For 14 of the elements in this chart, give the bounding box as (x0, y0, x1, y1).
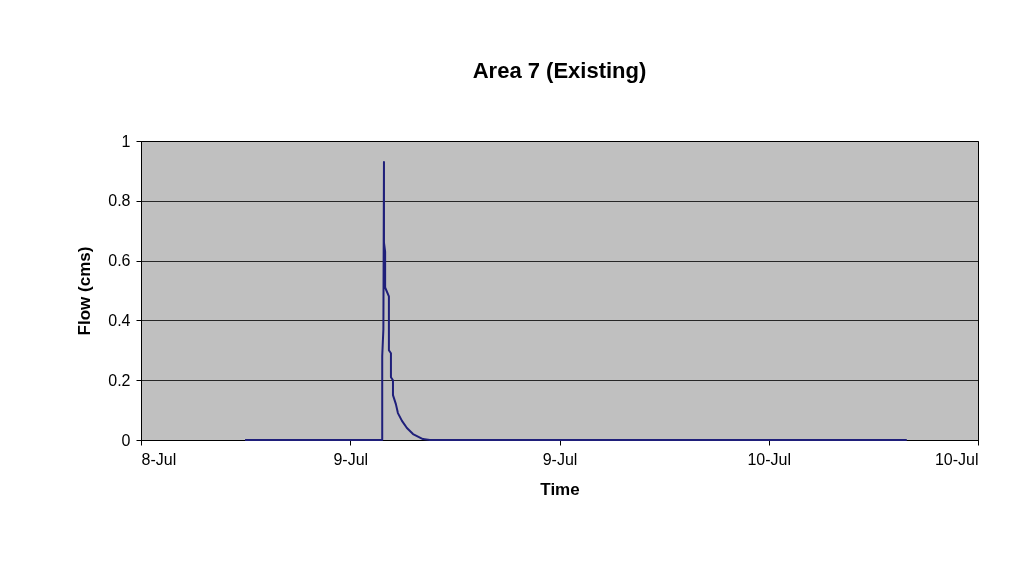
y-tick-label: 1 (121, 132, 131, 150)
y-tick-label: 0.8 (108, 192, 131, 210)
y-tick-label: 0.6 (108, 252, 131, 270)
x-tick-label: 9-Jul (542, 450, 578, 468)
y-tick-label: 0.2 (108, 371, 131, 389)
x-tick-label: 8-Jul (141, 450, 177, 468)
x-tick-label: 9-Jul (333, 450, 369, 468)
chart-title: Area 7 (Existing) (472, 58, 647, 83)
x-tick-label: 10-Jul (934, 450, 979, 468)
x-tick-label: 10-Jul (747, 450, 792, 468)
x-axis-title: Time (540, 479, 580, 499)
y-axis-title: Flow (cms) (75, 246, 95, 336)
y-tick-label: 0 (121, 431, 131, 449)
y-tick-label: 0.4 (108, 311, 131, 329)
